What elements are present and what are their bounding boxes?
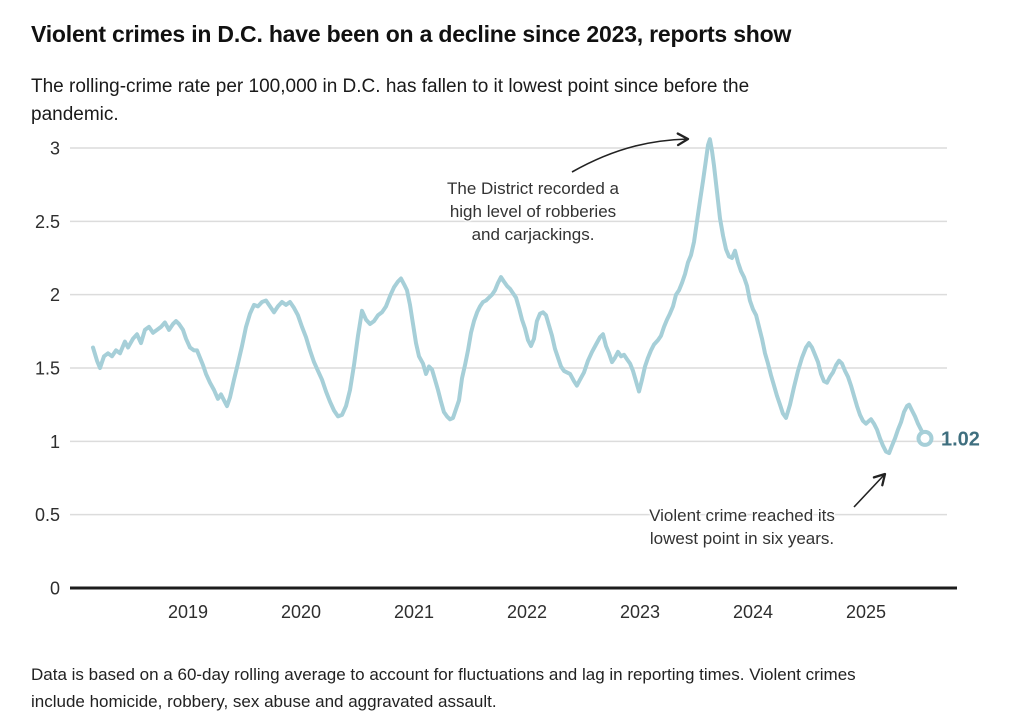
x-tick-label: 2020	[281, 602, 321, 622]
y-tick-label: 3	[50, 138, 60, 158]
y-tick-label: 2	[50, 285, 60, 305]
x-tick-label: 2022	[507, 602, 547, 622]
annotation-low: Violent crime reached its lowest point i…	[649, 506, 835, 548]
chart-subtitle: The rolling-crime rate per 100,000 in D.…	[31, 76, 750, 125]
y-tick-label: 2.5	[35, 212, 60, 232]
chart-title: Violent crimes in D.C. have been on a de…	[31, 21, 792, 48]
x-tick-label: 2025	[846, 602, 886, 622]
x-tick-label: 2023	[620, 602, 660, 622]
footnote: Data is based on a 60-day rolling averag…	[31, 665, 856, 711]
crime-rate-line	[91, 137, 927, 456]
y-tick-label: 0	[50, 579, 60, 599]
y-tick-label: 1.5	[35, 358, 60, 378]
y-tick-label: 0.5	[35, 505, 60, 525]
x-tick-label: 2019	[168, 602, 208, 622]
y-tick-label: 1	[50, 432, 60, 452]
endpoint-marker	[916, 429, 934, 447]
x-tick-label: 2024	[733, 602, 773, 622]
x-tick-label: 2021	[394, 602, 434, 622]
x-axis-labels: 2019 2020 2021 2022 2023 2024 2025	[168, 602, 886, 622]
line-chart: 00.511.522.53 2019 2020 2021 2022 2023 2024 20…	[35, 132, 980, 622]
y-axis-labels: 0 0.5 1 1.5 2 2.5 3	[35, 138, 60, 598]
peak-annotation-arrow	[571, 132, 690, 173]
low-annotation-arrow	[853, 472, 887, 508]
endpoint-value-label: 1.02	[941, 428, 980, 450]
annotation-peak: The District recorded a high level of ro…	[447, 179, 619, 244]
